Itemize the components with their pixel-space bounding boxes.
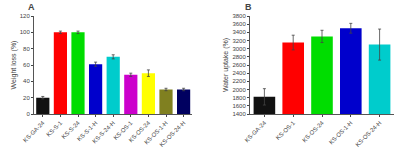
svg-text:KS-OS-24: KS-OS-24 [301, 119, 325, 143]
svg-text:KS-OS-1: KS-OS-1 [275, 119, 297, 141]
svg-text:KS-S-1: KS-S-1 [45, 119, 63, 137]
svg-text:Water uptake (%): Water uptake (%) [222, 38, 230, 92]
svg-text:2400: 2400 [232, 70, 246, 76]
svg-text:1400: 1400 [232, 111, 246, 117]
svg-text:1600: 1600 [232, 103, 246, 109]
svg-text:20: 20 [23, 95, 30, 101]
svg-text:KS-OS-24-H: KS-OS-24-H [158, 120, 186, 148]
svg-text:3400: 3400 [232, 29, 246, 35]
svg-text:3800: 3800 [232, 13, 246, 19]
svg-text:KS-OS-1-H: KS-OS-1-H [143, 120, 169, 146]
svg-text:3200: 3200 [232, 38, 246, 44]
svg-text:KS-OS-1-H: KS-OS-1-H [328, 120, 354, 146]
svg-text:80: 80 [23, 46, 30, 52]
svg-text:KS-S-24: KS-S-24 [61, 119, 82, 140]
svg-text:3600: 3600 [232, 21, 246, 27]
svg-text:2000: 2000 [232, 87, 246, 93]
svg-text:40: 40 [23, 78, 30, 84]
svg-text:100: 100 [20, 29, 31, 35]
svg-text:KS-S-1-H: KS-S-1-H [76, 120, 98, 142]
svg-text:KS-GA-24: KS-GA-24 [22, 119, 46, 143]
svg-text:60: 60 [23, 62, 30, 68]
svg-text:2800: 2800 [232, 54, 246, 60]
svg-text:0: 0 [26, 111, 30, 117]
svg-text:B: B [245, 2, 252, 12]
svg-text:3000: 3000 [232, 46, 246, 52]
svg-text:2600: 2600 [232, 62, 246, 68]
svg-text:Weight loss (%): Weight loss (%) [10, 41, 18, 90]
svg-text:A: A [28, 2, 35, 12]
svg-text:2200: 2200 [232, 78, 246, 84]
svg-text:KS-OS-1: KS-OS-1 [112, 119, 134, 141]
svg-text:KS-OS-24: KS-OS-24 [128, 119, 152, 143]
svg-text:KS-GA-24: KS-GA-24 [244, 119, 268, 143]
svg-text:120: 120 [20, 13, 31, 19]
svg-text:KS-S-24-H: KS-S-24-H [91, 120, 116, 145]
svg-text:1800: 1800 [232, 95, 246, 101]
svg-text:KS-OS-24-H: KS-OS-24-H [354, 120, 382, 148]
